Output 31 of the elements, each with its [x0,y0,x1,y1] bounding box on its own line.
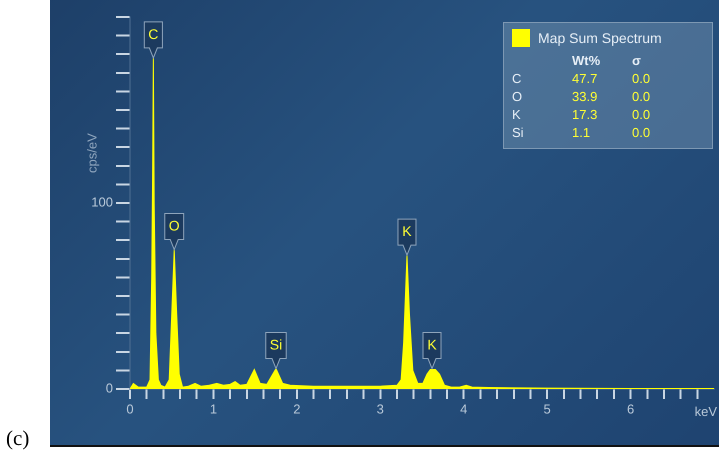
x-tick-label: 3 [376,401,384,416]
x-tick-label: 5 [544,401,551,416]
annotation: K [512,107,522,122]
annotation: 0.0 [632,71,652,86]
x-tick-label: 0 [126,401,134,416]
y-tick-label: 100 [91,194,113,210]
x-axis-title: keV [694,404,718,420]
text: (c) [6,426,30,451]
annotation: O [512,89,524,104]
y-axis-title: cps/eV [84,132,100,173]
annotation: 47.7 [572,71,598,86]
x-tick-label: 4 [460,401,468,416]
annotation: K [402,222,412,239]
x-tick-label: 2 [293,401,300,416]
annotation: C [512,71,522,86]
annotation: 33.9 [572,89,598,104]
annotation: 1.1 [572,125,592,140]
x-tick-label: 6 [626,401,634,416]
annotation: 0.0 [632,107,652,122]
annotation: 0.0 [632,125,652,140]
annotation: K [427,336,438,352]
annotation: C [148,26,158,42]
annotation: 0.0 [632,89,652,104]
legend-label: Map Sum Spectrum [538,30,662,46]
annotation: Si [270,336,282,352]
annotation: Si [512,125,525,140]
annotation: Wt% [572,53,602,68]
annotation: O [168,217,180,234]
annotation: σ [632,53,642,68]
annotation: 17.3 [572,107,598,122]
x-tick-label: 1 [210,401,218,416]
